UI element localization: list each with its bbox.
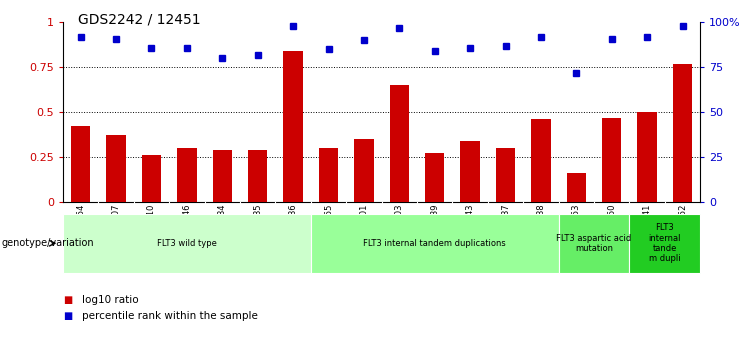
Text: GDS2242 / 12451: GDS2242 / 12451: [78, 12, 200, 26]
Bar: [673, 64, 692, 202]
Bar: [71, 127, 90, 202]
Bar: [629, 214, 700, 273]
Text: ■: ■: [63, 311, 72, 321]
Bar: [531, 119, 551, 202]
Bar: [602, 118, 622, 202]
Text: GSM48254: GSM48254: [76, 204, 85, 249]
Text: GSM48543: GSM48543: [465, 204, 475, 249]
Bar: [107, 136, 126, 202]
Bar: [213, 150, 232, 202]
Text: GSM48541: GSM48541: [642, 204, 651, 249]
Text: genotype/variation: genotype/variation: [1, 238, 94, 248]
Text: GSM48585: GSM48585: [253, 204, 262, 249]
Text: GSM48503: GSM48503: [395, 204, 404, 249]
Bar: [425, 154, 445, 202]
Bar: [559, 214, 629, 273]
Text: FLT3
internal
tande
m dupli: FLT3 internal tande m dupli: [648, 223, 681, 263]
Bar: [567, 173, 586, 202]
Bar: [319, 148, 338, 202]
Bar: [177, 148, 196, 202]
Bar: [310, 214, 559, 273]
Text: GSM48588: GSM48588: [536, 204, 545, 249]
Text: ■: ■: [63, 295, 72, 305]
Text: GSM48586: GSM48586: [288, 204, 298, 249]
Text: GSM48584: GSM48584: [218, 204, 227, 249]
Bar: [354, 139, 373, 202]
Text: GSM48507: GSM48507: [112, 204, 121, 249]
Text: GSM48587: GSM48587: [501, 204, 510, 249]
Text: GSM48501: GSM48501: [359, 204, 368, 249]
Bar: [496, 148, 515, 202]
Text: GSM48546: GSM48546: [182, 204, 191, 249]
Text: GSM48539: GSM48539: [431, 204, 439, 249]
Bar: [283, 51, 303, 202]
Text: percentile rank within the sample: percentile rank within the sample: [82, 311, 257, 321]
Bar: [637, 112, 657, 202]
Text: log10 ratio: log10 ratio: [82, 295, 138, 305]
Text: GSM48255: GSM48255: [324, 204, 333, 249]
Bar: [142, 155, 162, 202]
Text: GSM48510: GSM48510: [147, 204, 156, 249]
Bar: [460, 141, 480, 202]
Bar: [390, 85, 409, 202]
Text: GSM48253: GSM48253: [572, 204, 581, 249]
Text: GSM48252: GSM48252: [678, 204, 687, 249]
Bar: [63, 214, 310, 273]
Text: FLT3 internal tandem duplications: FLT3 internal tandem duplications: [363, 239, 506, 248]
Text: GSM48350: GSM48350: [607, 204, 617, 249]
Text: FLT3 aspartic acid
mutation: FLT3 aspartic acid mutation: [556, 234, 631, 253]
Bar: [248, 150, 268, 202]
Text: FLT3 wild type: FLT3 wild type: [157, 239, 217, 248]
